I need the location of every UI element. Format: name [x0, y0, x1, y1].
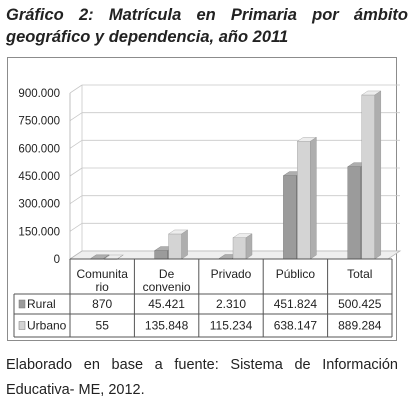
bar-urbano-1 — [168, 233, 182, 260]
legend-swatch-rural — [18, 299, 26, 309]
data-label: 870 — [92, 297, 112, 311]
bar-urbano-4-side — [374, 90, 381, 260]
legend-label-rural: Rural — [27, 297, 56, 311]
bar-urbano-2-side — [245, 233, 253, 260]
bar-urbano-1-side — [181, 229, 188, 260]
gridline-side — [69, 223, 83, 232]
x-tick-label: Comunita — [77, 267, 129, 281]
gridline-side — [69, 140, 83, 149]
title-line-2: geográfico y dependencia, año 2011 — [6, 28, 289, 46]
chart-title: Gráfico 2: Matrícula en Primaria por ámb… — [6, 4, 408, 48]
x-tick-label: Total — [347, 267, 372, 281]
data-label: 638.147 — [274, 319, 318, 333]
bar-urbano-3-side — [310, 136, 317, 260]
data-label: 135.848 — [145, 319, 189, 333]
gridline-side — [69, 112, 83, 121]
data-label: 500.425 — [338, 297, 382, 311]
y-tick-label: 450.000 — [18, 171, 60, 183]
y-tick-label: 750.000 — [18, 116, 60, 128]
x-tick-label: De — [159, 267, 175, 281]
data-label: 451.824 — [274, 297, 318, 311]
bar-rural-1 — [154, 250, 168, 260]
x-tick-label: rio — [96, 280, 110, 294]
data-label: 889.284 — [338, 319, 382, 333]
gridline-side — [69, 167, 83, 177]
data-label: 2.310 — [216, 297, 246, 311]
data-label: 115.234 — [210, 319, 253, 333]
x-tick-label: Privado — [211, 267, 252, 281]
legend-label-urbano: Urbano — [27, 319, 67, 333]
source-line-2: Educativa- ME, 2012. — [6, 382, 145, 398]
source-note: Elaborado en base a fuente: Sistema de I… — [6, 353, 398, 403]
legend-swatch-urbano — [18, 321, 26, 330]
data-label: 55 — [96, 319, 110, 333]
x-tick-label: Público — [276, 267, 316, 281]
gridline-side — [69, 84, 83, 94]
bar-chart: 0 150.000 300.000 450.000 600.000 750.000 900.… — [13, 84, 402, 338]
bar-urbano-3 — [297, 141, 311, 260]
gridline-side — [69, 195, 83, 204]
y-tick-label: 900.000 — [18, 88, 60, 100]
y-tick-label: 300.000 — [18, 199, 60, 211]
source-line-1: Elaborado en base a fuente: Sistema de I… — [6, 357, 398, 373]
y-tick-label: 600.000 — [18, 143, 60, 155]
y-tick-label: 0 — [54, 254, 60, 266]
bar-urbano-4 — [361, 94, 375, 260]
y-tick-label: 150.000 — [18, 226, 60, 238]
data-label: 45.421 — [148, 297, 185, 311]
bar-rural-4 — [347, 166, 361, 260]
bar-urbano-2 — [232, 237, 247, 260]
x-tick-label: convenio — [143, 280, 191, 294]
title-line-1: Gráfico 2: Matrícula en Primaria por ámb… — [6, 6, 408, 24]
bar-rural-3 — [283, 175, 297, 260]
